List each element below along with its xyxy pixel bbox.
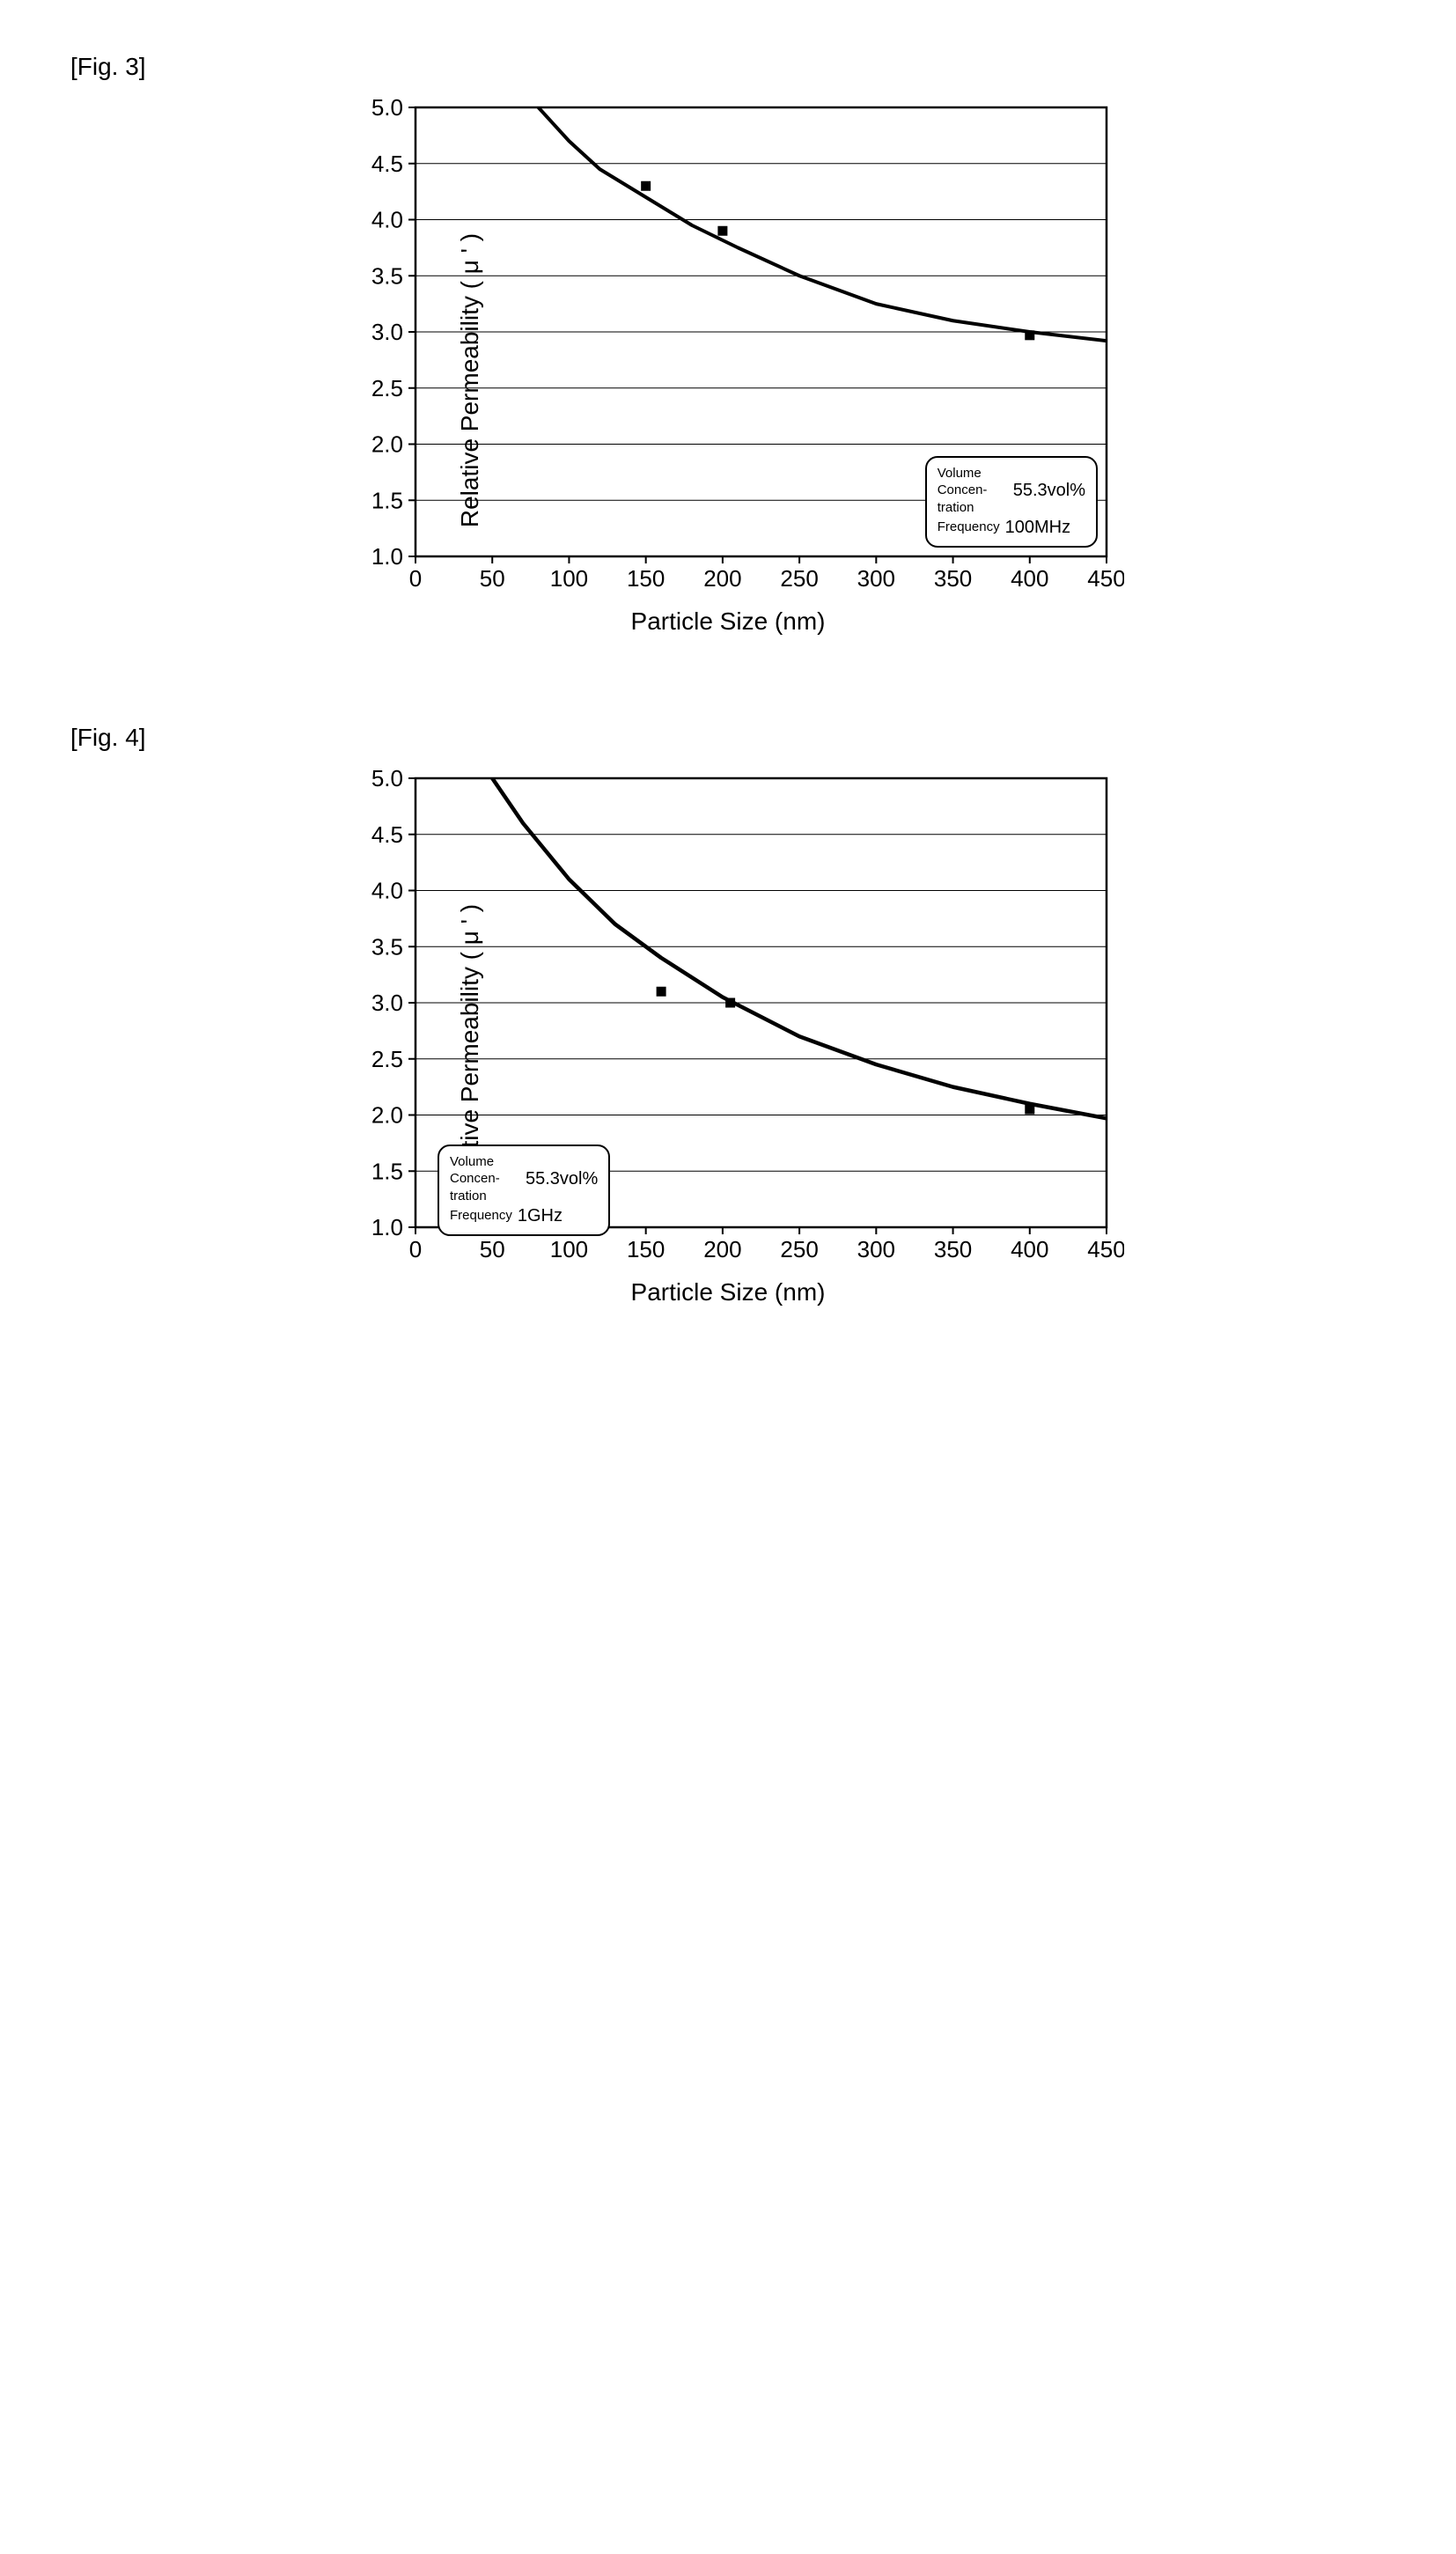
svg-text:50: 50 — [480, 565, 505, 592]
svg-text:250: 250 — [780, 565, 818, 592]
svg-text:5.0: 5.0 — [371, 765, 403, 791]
svg-text:350: 350 — [934, 1236, 972, 1262]
svg-text:4.5: 4.5 — [371, 821, 403, 848]
svg-text:2.5: 2.5 — [371, 1046, 403, 1072]
info-row: Volume Concen-tration 55.3vol% — [450, 1153, 598, 1205]
svg-text:5.0: 5.0 — [371, 94, 403, 121]
svg-text:250: 250 — [780, 1236, 818, 1262]
svg-text:1.0: 1.0 — [371, 543, 403, 570]
svg-text:400: 400 — [1011, 1236, 1048, 1262]
info-value: 55.3vol% — [526, 1167, 598, 1190]
svg-text:1.0: 1.0 — [371, 1214, 403, 1240]
info-value: 1GHz — [518, 1204, 563, 1227]
fig3-chart: Relative Permeability ( μ ' ) 0 50 100 150 2… — [332, 90, 1124, 671]
svg-text:3.0: 3.0 — [371, 319, 403, 345]
svg-text:3.0: 3.0 — [371, 990, 403, 1016]
svg-text:150: 150 — [627, 1236, 665, 1262]
svg-text:300: 300 — [857, 1236, 895, 1262]
fig3-ylabel: Relative Permeability ( μ ' ) — [456, 233, 484, 527]
svg-text:300: 300 — [857, 565, 895, 592]
fig4-chart: Relative Permeability ( μ ' ) 0501001502… — [332, 761, 1124, 1342]
fig3-label: [Fig. 3] — [70, 53, 1403, 81]
svg-text:2.0: 2.0 — [371, 431, 403, 458]
svg-text:150: 150 — [627, 565, 665, 592]
info-label: Frequency — [938, 519, 1000, 536]
svg-text:200: 200 — [703, 1236, 741, 1262]
svg-text:1.5: 1.5 — [371, 487, 403, 513]
svg-text:4.0: 4.0 — [371, 207, 403, 233]
info-row: Frequency 100MHz — [938, 516, 1085, 539]
svg-text:50: 50 — [480, 1236, 505, 1262]
fig4-xlabel: Particle Size (nm) — [332, 1278, 1124, 1306]
fig4-label: [Fig. 4] — [70, 724, 1403, 752]
svg-text:350: 350 — [934, 565, 972, 592]
svg-text:100: 100 — [550, 1236, 588, 1262]
svg-text:4.0: 4.0 — [371, 878, 403, 904]
fig3-info-box: Volume Concen-tration55.3vol% Frequency 10… — [925, 456, 1098, 548]
svg-text:1.5: 1.5 — [371, 1158, 403, 1184]
svg-text:3.5: 3.5 — [371, 262, 403, 289]
svg-text:450: 450 — [1087, 1236, 1124, 1262]
svg-text:3.5: 3.5 — [371, 933, 403, 960]
svg-text:0: 0 — [409, 565, 422, 592]
fig3-xlabel: Particle Size (nm) — [332, 607, 1124, 636]
svg-text:450: 450 — [1087, 565, 1124, 592]
info-label: Frequency — [450, 1207, 512, 1225]
svg-text:400: 400 — [1011, 565, 1048, 592]
svg-text:200: 200 — [703, 565, 741, 592]
svg-text:4.5: 4.5 — [371, 151, 403, 177]
svg-text:0: 0 — [409, 1236, 422, 1262]
fig4-info-box: Volume Concen-tration 55.3vol% Frequency 1G… — [438, 1145, 610, 1237]
svg-text:2.5: 2.5 — [371, 375, 403, 401]
svg-text:100: 100 — [550, 565, 588, 592]
svg-text:2.0: 2.0 — [371, 1102, 403, 1129]
info-value: 100MHz — [1005, 516, 1070, 539]
info-value: 55.3vol% — [1013, 479, 1085, 502]
info-label: Volume Concen-tration — [938, 465, 1008, 517]
info-label: Volume Concen-tration — [450, 1153, 520, 1205]
info-row: Frequency 1GHz — [450, 1204, 598, 1227]
info-row: Volume Concen-tration55.3vol% — [938, 465, 1085, 517]
